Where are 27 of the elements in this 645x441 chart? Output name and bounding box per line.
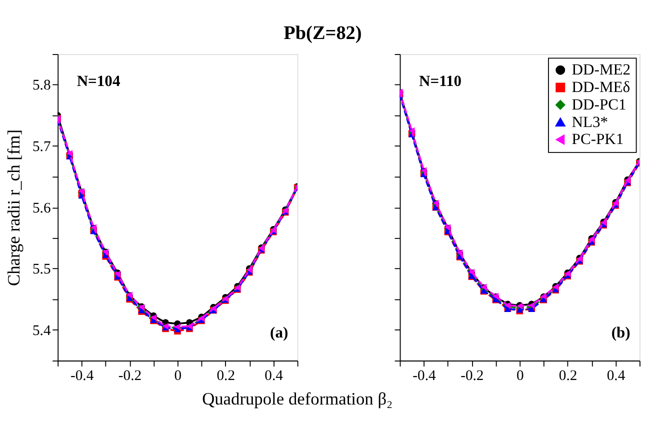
x-tick-label: 0.2 <box>558 368 578 384</box>
annotation: N=104 <box>76 73 120 90</box>
legend-label: DD-MEδ <box>572 79 630 96</box>
legend-label: DD-PC1 <box>572 96 626 114</box>
y-tick-label: 5.7 <box>32 139 51 156</box>
y-tick-label: 5.6 <box>32 200 51 216</box>
x-tick-label: 0 <box>516 368 524 384</box>
x-tick-label: -0.2 <box>118 368 142 384</box>
x-axis-title: Quadrupole deformation β₂ <box>202 389 393 408</box>
x-tick-label: 0.4 <box>606 368 626 384</box>
legend-label: NL3* <box>572 114 608 131</box>
legend-label: DD-ME2 <box>572 62 631 79</box>
x-tick-label: -0.4 <box>412 368 436 384</box>
x-tick-label: -0.2 <box>460 368 484 384</box>
x-tick-label: -0.4 <box>70 368 94 384</box>
y-axis-title: Charge radii r_ch [fm] <box>4 130 24 286</box>
annotation: N=110 <box>418 73 462 90</box>
y-tick-label: 5.8 <box>32 78 51 94</box>
annotation: (b) <box>611 324 630 342</box>
x-tick-label: 0.4 <box>264 368 284 384</box>
y-tick-label: 5.5 <box>32 262 51 278</box>
y-tick-label: 5.4 <box>32 322 52 339</box>
x-tick-label: 0.2 <box>216 368 236 384</box>
x-tick-label: 0 <box>174 368 182 384</box>
chart-title: Pb(Z=82) <box>284 22 362 44</box>
legend-label: PC-PK1 <box>572 131 624 148</box>
annotation: (a) <box>270 324 288 342</box>
